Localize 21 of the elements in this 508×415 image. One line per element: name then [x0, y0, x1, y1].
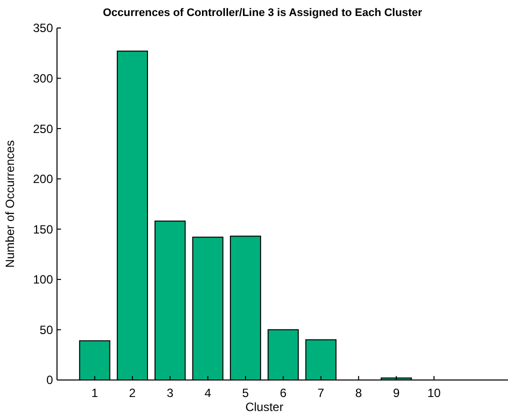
y-tick-label: 250: [32, 122, 54, 136]
y-tick-label: 350: [32, 21, 54, 36]
y-axis-title: Number of Occurrences: [3, 140, 17, 268]
x-tick-label: 6: [280, 386, 287, 400]
x-tick-label: 10: [427, 386, 441, 400]
chart-title: Occurrences of Controller/Line 3 is Assigned to Each Cluster: [102, 7, 423, 19]
x-tick-label: 2: [129, 386, 136, 400]
y-tick-label: 150: [32, 222, 54, 236]
y-tick-label: 50: [40, 322, 54, 337]
x-tick-label: 5: [242, 386, 250, 400]
x-tick-label: 8: [355, 386, 362, 400]
y-tick-label: 100: [32, 272, 54, 287]
x-tick-label: 7: [318, 386, 325, 400]
y-tick-label: 0: [46, 373, 54, 388]
x-axis-title: Cluster: [245, 400, 284, 414]
y-tick-label: 200: [32, 172, 54, 186]
x-tick-label: 1: [91, 386, 98, 400]
x-tick-label: 4: [204, 386, 212, 400]
y-tick-label: 300: [32, 71, 54, 86]
x-tick-label: 9: [392, 386, 400, 400]
x-tick-label: 3: [166, 386, 174, 400]
